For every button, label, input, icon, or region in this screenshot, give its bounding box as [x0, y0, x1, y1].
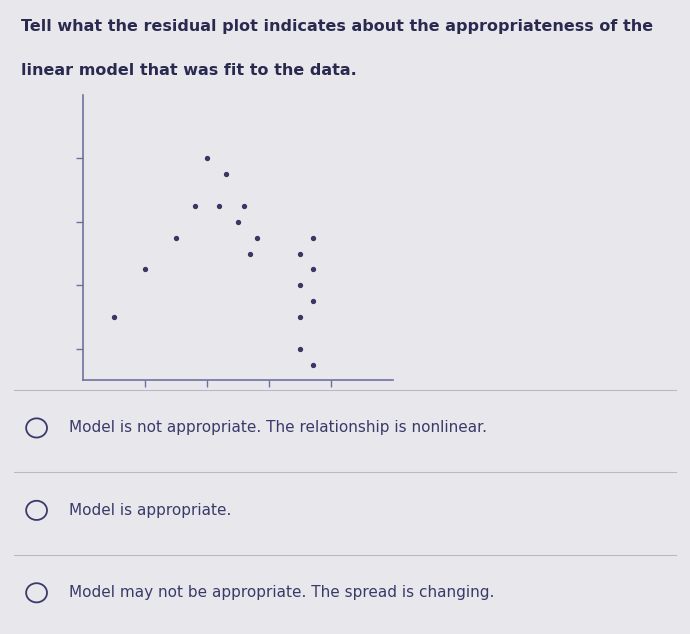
Point: [214, 201, 225, 211]
Text: Model is appropriate.: Model is appropriate.: [69, 503, 231, 518]
Point: [245, 249, 256, 259]
Point: [189, 201, 200, 211]
Point: [307, 296, 318, 306]
Point: [170, 233, 181, 243]
Text: Tell what the residual plot indicates about the appropriateness of the: Tell what the residual plot indicates ab…: [21, 19, 653, 34]
Point: [108, 312, 119, 322]
Point: [295, 312, 306, 322]
Text: Model may not be appropriate. The spread is changing.: Model may not be appropriate. The spread…: [69, 585, 494, 600]
Point: [251, 233, 262, 243]
Point: [201, 153, 213, 164]
Point: [307, 264, 318, 275]
Point: [307, 359, 318, 370]
Point: [220, 169, 231, 179]
Text: Model is not appropriate. The relationship is nonlinear.: Model is not appropriate. The relationsh…: [69, 420, 487, 436]
Point: [295, 249, 306, 259]
Point: [239, 201, 250, 211]
Text: linear model that was fit to the data.: linear model that was fit to the data.: [21, 63, 357, 79]
Point: [295, 344, 306, 354]
Point: [139, 264, 150, 275]
Point: [233, 217, 244, 227]
Point: [307, 233, 318, 243]
Point: [295, 280, 306, 290]
